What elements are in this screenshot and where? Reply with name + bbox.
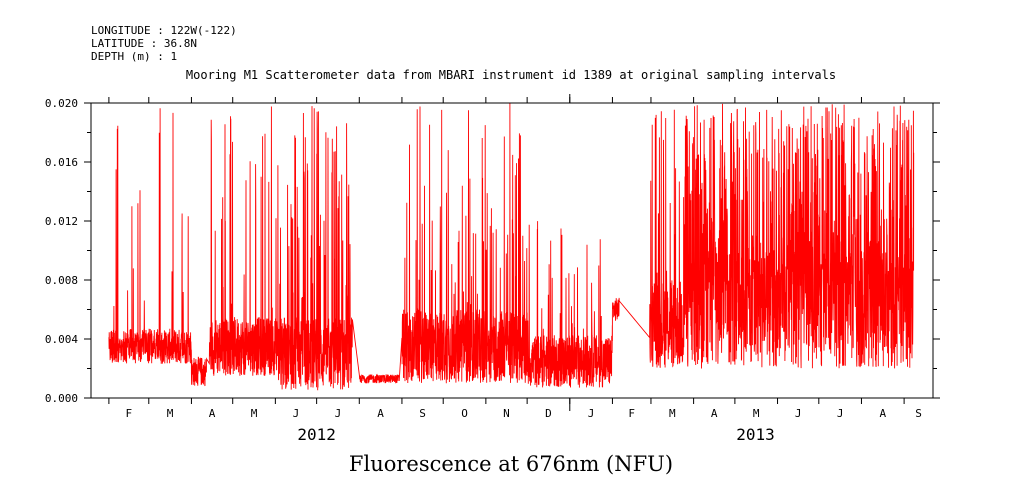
x-month-label: F — [628, 407, 635, 420]
x-month-label: J — [795, 407, 802, 420]
x-month-label: A — [209, 407, 216, 420]
x-month-label: A — [711, 407, 718, 420]
x-month-label: F — [126, 407, 133, 420]
header-longitude: LONGITUDE : 122W(-122) — [91, 24, 237, 37]
x-month-label: D — [545, 407, 552, 420]
axis-layer: 0.000 0.004 0.008 0.012 0.016 0.020 F M A M J J A S O N… — [45, 94, 940, 444]
x-month-label: M — [167, 407, 174, 420]
x-month-label: J — [335, 407, 342, 420]
y-tick-label: 0.000 — [45, 392, 78, 405]
x-month-label: J — [293, 407, 300, 420]
x-month-label: O — [461, 407, 468, 420]
x-month-label: M — [669, 407, 676, 420]
x-month-label: M — [753, 407, 760, 420]
y-tick-label: 0.004 — [45, 333, 78, 346]
x-month-label: S — [915, 407, 922, 420]
x-month-label: A — [377, 407, 384, 420]
y-tick-label: 0.016 — [45, 156, 78, 169]
y-tick-label: 0.008 — [45, 274, 78, 287]
header-latitude: LATITUDE : 36.8N — [91, 37, 197, 50]
x-year-label: 2013 — [736, 425, 775, 444]
y-variable-title: Fluorescence at 676nm (NFU) — [348, 452, 674, 476]
y-tick-label: 0.012 — [45, 215, 78, 228]
x-month-label: J — [588, 407, 595, 420]
chart-title: Mooring M1 Scatterometer data from MBARI… — [185, 68, 837, 82]
y-tick-label: 0.020 — [45, 97, 78, 110]
series-line-fluorescence — [108, 103, 915, 391]
data-layer — [108, 103, 915, 391]
x-year-label: 2012 — [297, 425, 336, 444]
x-month-label: A — [879, 407, 886, 420]
x-month-label: N — [503, 407, 510, 420]
x-month-label: M — [251, 407, 258, 420]
header-depth: DEPTH (m) : 1 — [91, 50, 178, 63]
x-month-label: S — [419, 407, 426, 420]
x-month-label: J — [837, 407, 844, 420]
